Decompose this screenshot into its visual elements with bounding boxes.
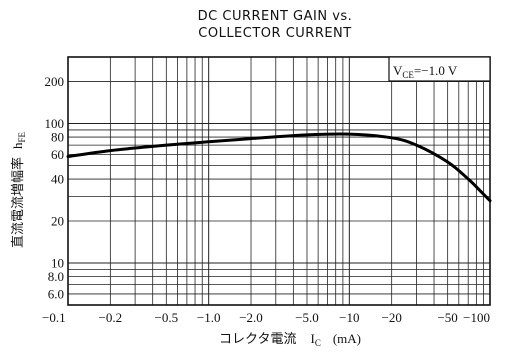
y-tick-label: 60 (51, 147, 64, 162)
plot-frame (67, 56, 491, 306)
x-tick-label: −5.0 (295, 310, 319, 325)
series-line (66, 132, 492, 203)
y-axis-label: 直流電流増幅率 hFE (10, 131, 27, 248)
x-tick-label: −10 (339, 310, 359, 325)
y-tick-label: 6.0 (48, 286, 64, 301)
y-tick-label: 200 (45, 74, 65, 89)
x-axis-symbol: I (310, 331, 314, 346)
x-axis-label: コレクタ電流 IC (mA) (219, 331, 361, 348)
chart-title-line-2: COLLECTOR CURRENT (198, 26, 351, 41)
condition-label: VCE=−1.0 V (393, 63, 458, 80)
y-tick-label: 40 (51, 172, 64, 187)
y-axis-subscript: FE (17, 131, 27, 142)
x-tick-label: −2.0 (239, 310, 263, 325)
x-tick-label: −50 (437, 310, 457, 325)
x-tick-label: −0.5 (155, 310, 179, 325)
x-tick-label: −100 (463, 310, 490, 325)
y-tick-label: 20 (51, 214, 64, 229)
y-tick-label: 8.0 (48, 269, 64, 284)
x-tick-label: −0.1 (42, 310, 66, 325)
y-tick-label: 80 (51, 130, 64, 145)
x-tick-label: −20 (382, 310, 402, 325)
x-tick-label: −0.2 (99, 310, 123, 325)
condition-subscript: CE (402, 70, 414, 80)
condition-box (388, 56, 491, 82)
x-axis-subscript: C (315, 338, 321, 348)
y-tick-label: 100 (45, 116, 65, 131)
chart-title-line-1: DC CURRENT GAIN vs. (198, 9, 353, 24)
y-axis-label-text: 直流電流増幅率 (10, 157, 25, 248)
y-tick-label: 10 (51, 256, 64, 271)
x-tick-label: −1.0 (197, 310, 221, 325)
condition-value: =−1.0 V (414, 63, 458, 78)
condition-prefix: V (393, 63, 403, 78)
x-tick-labels: −0.1 −0.2 −0.5 −1.0 −2.0 −5.0 −10 −20 −50 −100 (42, 310, 490, 325)
y-axis-symbol: h (10, 142, 25, 149)
x-axis-label-text: コレクタ電流 (219, 331, 296, 346)
grid-lines (67, 56, 490, 305)
x-axis-unit: (mA) (333, 331, 361, 346)
